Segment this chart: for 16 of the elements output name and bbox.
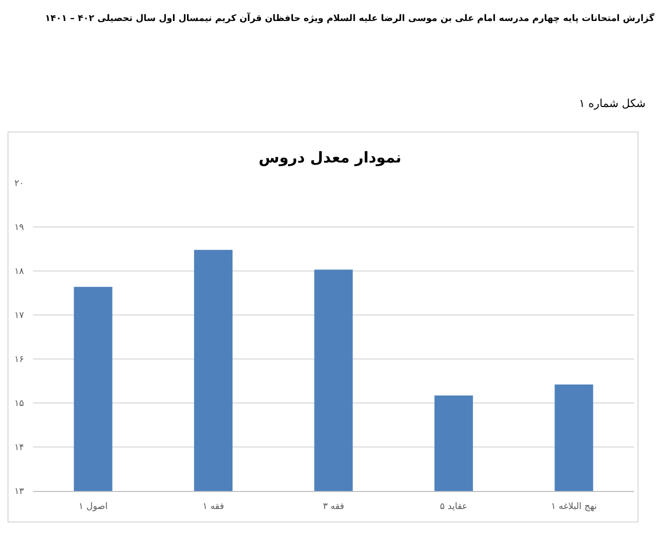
chart-title: نمودار معدل دروس (258, 148, 402, 166)
text: شکل شماره ۱ (579, 97, 646, 110)
text: گزارش امتحانات پایه چهارم مدرسه امام علی بن موسی الرضا علیه السلام ویژه حافظان قرآن کریم نیمسال اول سال تحصیلی ۴۰۲ – ۱۴۰۱ (45, 12, 656, 24)
x-tick-label: فقه ۳ (322, 502, 344, 512)
y-tick-label: ۱۸ (14, 267, 24, 278)
x-tick-label: فقه ۱ (202, 502, 224, 512)
y-tick-label: ۱۹ (14, 223, 24, 234)
y-tick-label: ۱۶ (14, 355, 24, 366)
y-tick-label: ۲۰ (14, 179, 24, 190)
y-tick-label: ۱۵ (14, 399, 24, 410)
x-tick-label: عقاید ۵ (440, 502, 468, 512)
y-tick-label: ۱۷ (14, 311, 24, 322)
x-tick-label: نهج البلاغه ۱ (550, 502, 597, 512)
x-tick-label: اصول ۱ (78, 502, 108, 512)
y-tick-label: ۱۳ (14, 487, 24, 498)
y-tick-label: ۱۴ (14, 443, 24, 454)
